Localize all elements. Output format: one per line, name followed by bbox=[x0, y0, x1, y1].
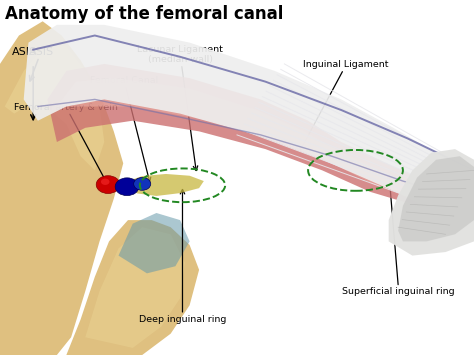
Polygon shape bbox=[57, 78, 412, 199]
Polygon shape bbox=[128, 174, 204, 196]
Circle shape bbox=[96, 176, 120, 193]
Circle shape bbox=[134, 178, 151, 190]
Polygon shape bbox=[66, 220, 199, 355]
Polygon shape bbox=[398, 156, 474, 241]
Text: Anatomy of the femoral canal: Anatomy of the femoral canal bbox=[5, 5, 283, 23]
Polygon shape bbox=[24, 25, 474, 227]
Polygon shape bbox=[47, 64, 417, 206]
Text: Femoral artery & vein: Femoral artery & vein bbox=[14, 103, 118, 182]
Circle shape bbox=[115, 178, 139, 196]
Text: ASIS: ASIS bbox=[12, 47, 37, 57]
Circle shape bbox=[101, 179, 109, 185]
Polygon shape bbox=[389, 149, 474, 256]
Text: Femoral Canal: Femoral Canal bbox=[90, 76, 158, 182]
Polygon shape bbox=[0, 21, 123, 355]
Polygon shape bbox=[85, 227, 185, 348]
Text: ASIS: ASIS bbox=[28, 47, 54, 81]
Polygon shape bbox=[5, 43, 104, 170]
Text: Deep inguinal ring: Deep inguinal ring bbox=[139, 190, 226, 324]
Polygon shape bbox=[118, 213, 190, 273]
Text: Superficial inguinal ring: Superficial inguinal ring bbox=[342, 175, 455, 296]
Text: Lacunar Ligament
(median wall): Lacunar Ligament (median wall) bbox=[137, 44, 223, 170]
Text: Inguinal Ligament: Inguinal Ligament bbox=[301, 60, 389, 150]
